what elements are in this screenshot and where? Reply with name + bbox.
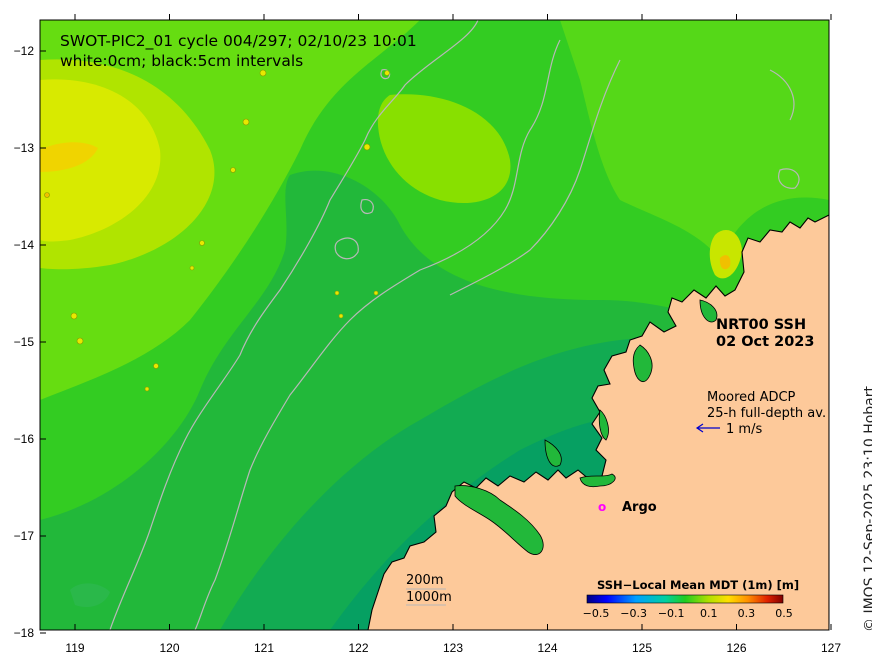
x-tick-label: 124 <box>537 641 557 655</box>
adcp-arrow-icon <box>695 423 720 433</box>
bathymetry-contours <box>109 20 800 630</box>
ssh-band-yellow-coast <box>709 230 742 279</box>
ssh-band-yellow-core <box>40 79 161 242</box>
swot-swath-points <box>44 69 390 392</box>
y-tick-label: −17 <box>14 529 35 543</box>
colorbar-tick-label: −0.5 <box>583 607 610 620</box>
bathy-label-200m: 200m <box>406 573 443 588</box>
figure-title: SWOT-PIC2_01 cycle 004/297; 02/10/23 10:… <box>60 32 417 51</box>
argo-marker-icon: o <box>598 500 606 514</box>
x-axis: 119 120 121 122 123 124 125 126 127 <box>65 14 841 655</box>
land-inlet-4 <box>699 299 718 323</box>
bathy-label-1000m: 1000m <box>406 590 452 605</box>
bathy-island-4 <box>769 69 800 189</box>
x-tick-label: 121 <box>254 641 274 655</box>
colorbar-tick-label: 0.3 <box>738 607 756 620</box>
x-tick-label: 127 <box>821 641 841 655</box>
colorbar: SSH−Local Mean MDT (1m) [m] −0.5 −0.3 −0.1… <box>583 578 799 620</box>
colorbar-title: SSH−Local Mean MDT (1m) [m] <box>597 578 799 592</box>
bathy-island <box>334 237 359 260</box>
ssh-band-orange-core <box>40 142 98 172</box>
y-tick-label: −14 <box>14 238 35 252</box>
bathy-inner-shelf <box>449 59 621 296</box>
colorbar-tick-label: −0.1 <box>658 607 685 620</box>
adcp-label-line2: 25-h full-depth av. <box>707 406 826 421</box>
colorbar-tick-label: 0.1 <box>700 607 718 620</box>
contour-note: white:0cm; black:5cm intervals <box>60 52 303 70</box>
land-inlet-3 <box>632 344 653 383</box>
adcp-label-line1: Moored ADCP <box>707 390 796 405</box>
ssh-band-orange-coast <box>719 255 731 270</box>
bathy-island-3 <box>380 69 391 80</box>
bathy-island-2 <box>360 199 374 215</box>
land-inlet-2 <box>579 473 616 488</box>
colorbar-tick-label: 0.5 <box>775 607 793 620</box>
y-tick-label: −16 <box>14 432 35 446</box>
x-tick-label: 119 <box>65 641 84 655</box>
product-date: 02 Oct 2023 <box>716 334 814 350</box>
ssh-band-light-green-east <box>560 20 829 260</box>
ssh-field <box>40 20 829 630</box>
y-tick-label: −18 <box>14 626 35 640</box>
plot-frame <box>39 19 830 631</box>
x-tick-label: 122 <box>348 641 368 655</box>
colorbar-ticks: −0.5 −0.3 −0.1 0.1 0.3 0.5 <box>583 607 793 620</box>
x-tick-label: 126 <box>726 641 746 655</box>
y-tick-label: −13 <box>14 141 35 155</box>
bathy-1000m <box>194 39 561 630</box>
adcp-scale-label: 1 m/s <box>726 422 762 437</box>
colorbar-tick-label: −0.3 <box>620 607 647 620</box>
argo-label: Argo <box>622 500 657 515</box>
y-axis: −12 −13 −14 −15 −16 −17 −18 <box>14 44 46 640</box>
x-tick-label: 120 <box>159 641 179 655</box>
y-tick-label: −15 <box>14 335 35 349</box>
ssh-band-light-green-north <box>377 94 511 204</box>
land-inlet-5 <box>544 439 562 467</box>
x-tick-label: 123 <box>443 641 463 655</box>
y-tick-label: −12 <box>14 44 35 58</box>
credit-text: © IMOS 12-Sep-2025 23:10 Hobart <box>862 386 872 632</box>
colorbar-ramp <box>586 594 784 604</box>
x-tick-label: 125 <box>632 641 652 655</box>
product-name: NRT00 SSH <box>716 317 806 333</box>
land-inlet-1 <box>454 485 544 555</box>
land-inlet-6 <box>598 409 609 441</box>
ssh-band-small-sw <box>70 583 110 608</box>
bathy-200m <box>109 20 479 630</box>
